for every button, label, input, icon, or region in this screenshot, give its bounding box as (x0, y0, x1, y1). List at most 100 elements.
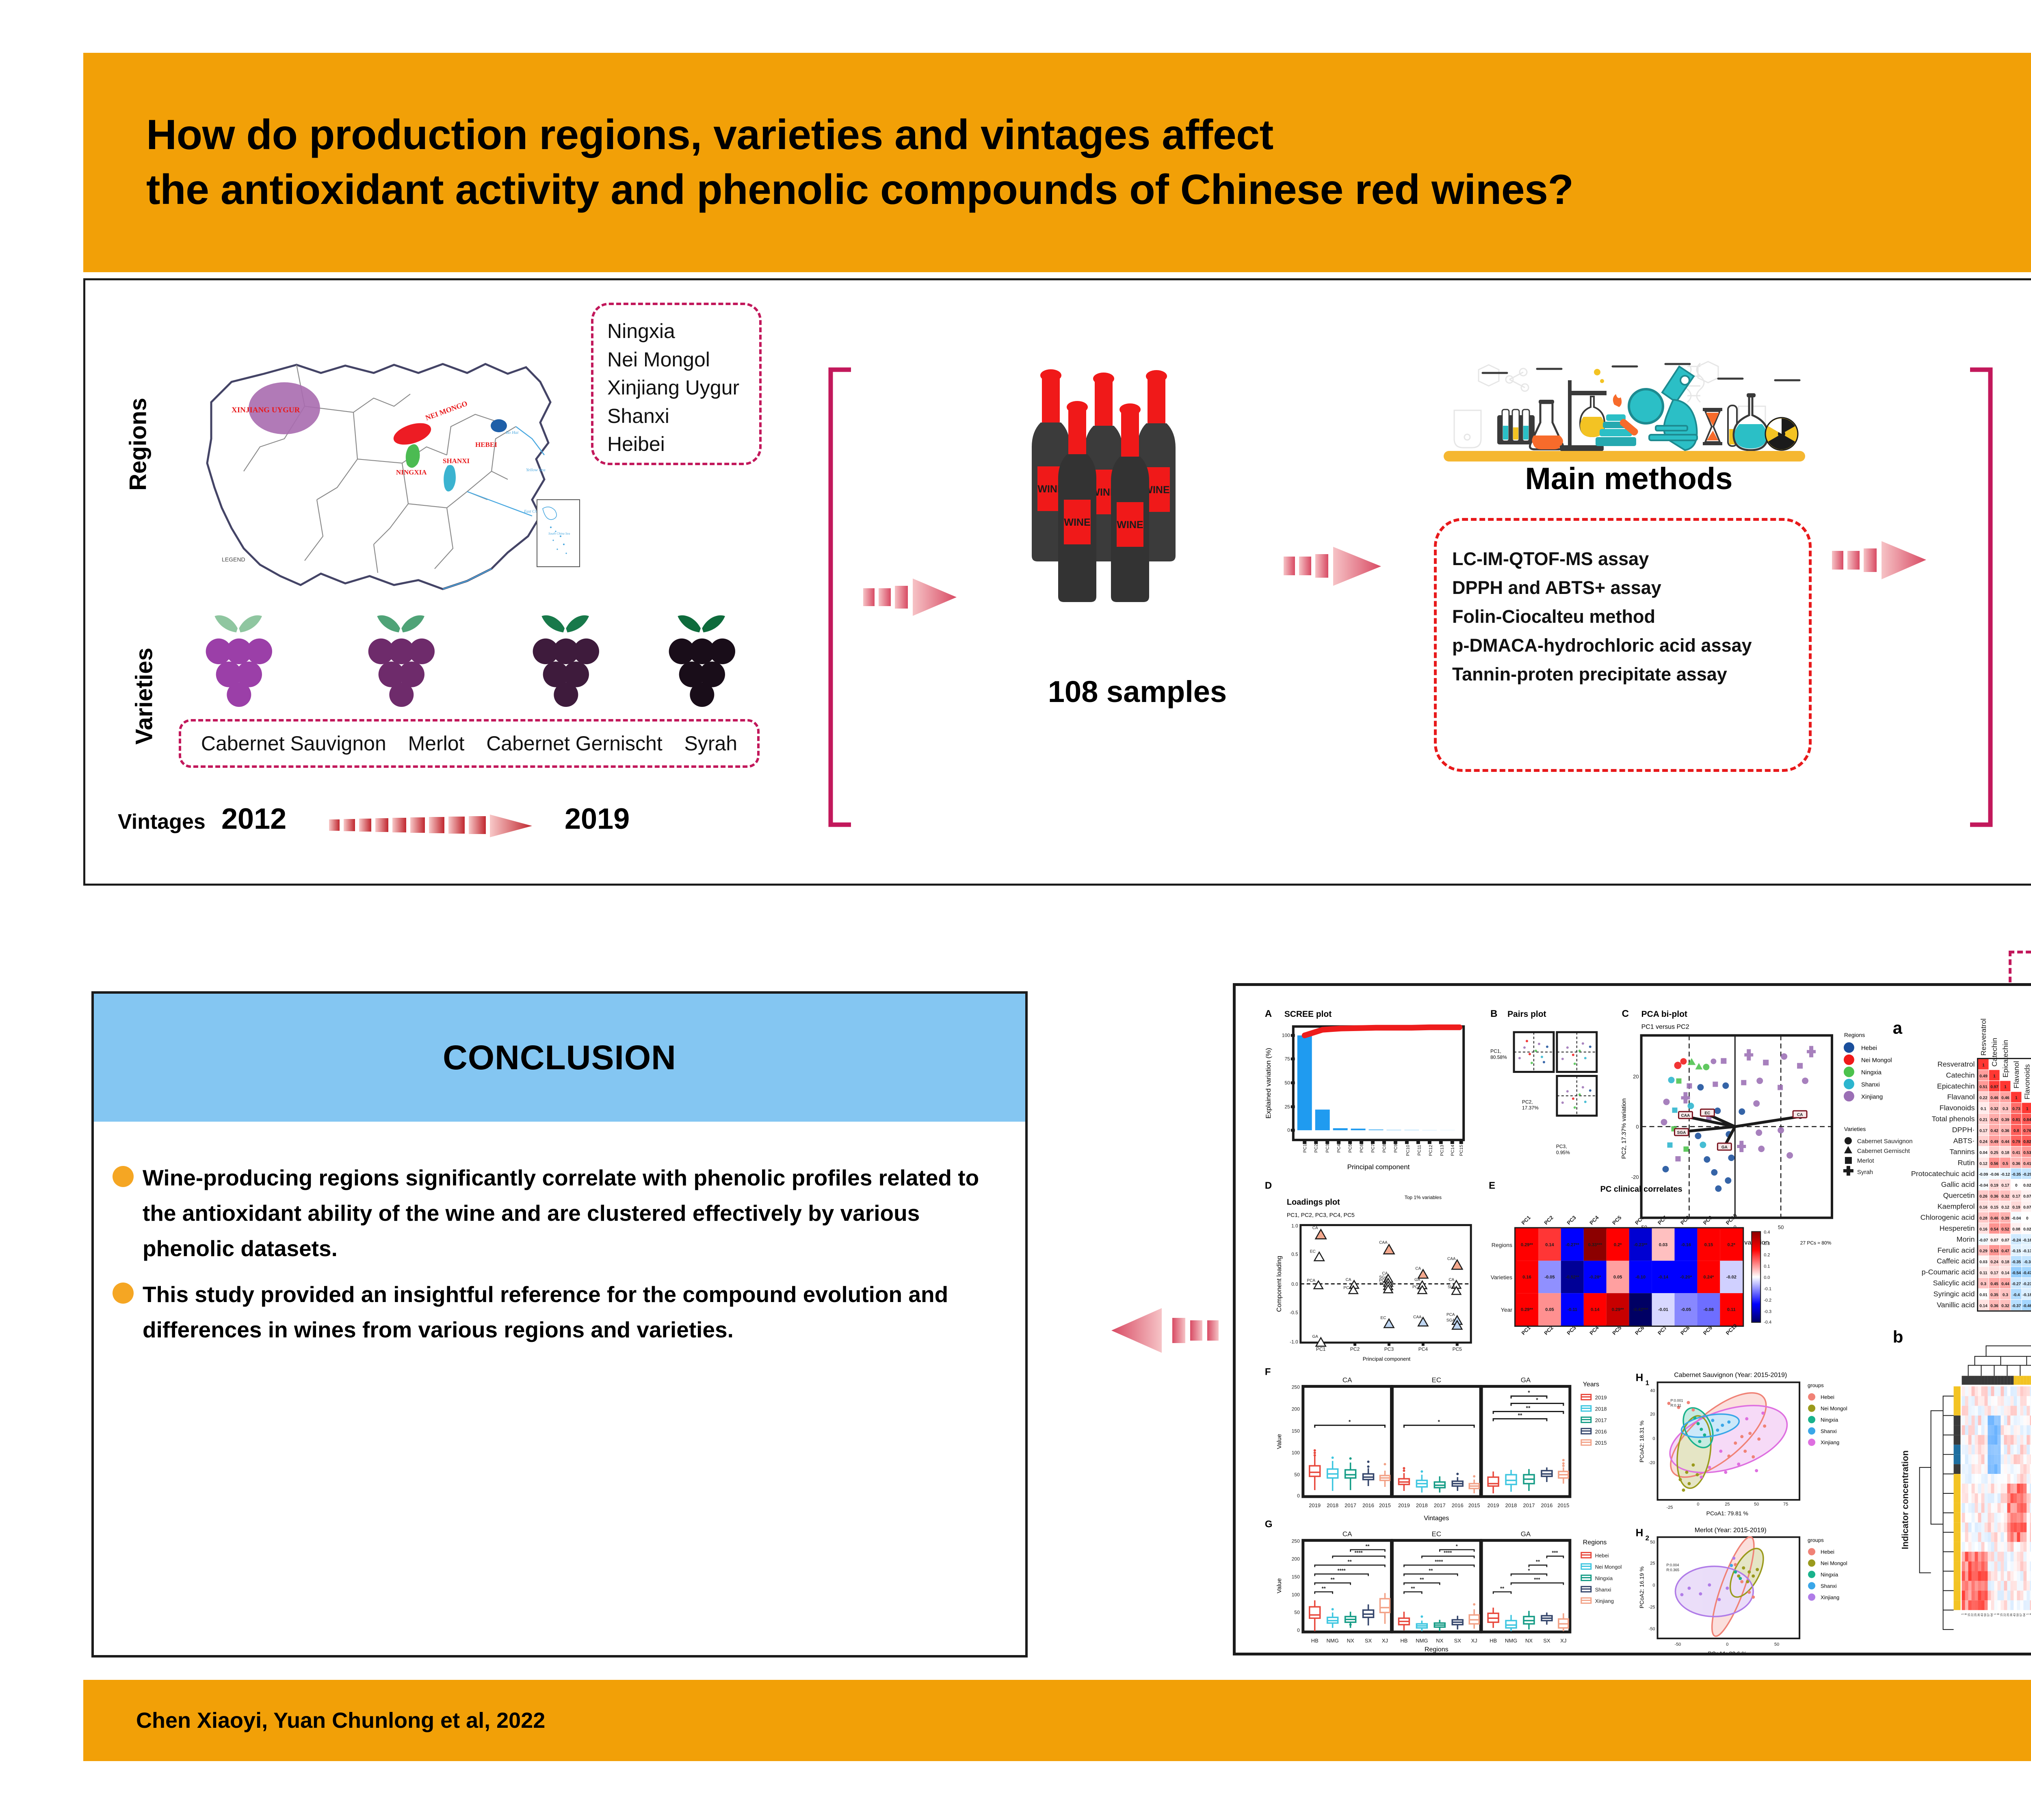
svg-text:1: 1 (1993, 1074, 1996, 1079)
svg-text:XJ: XJ (1560, 1638, 1566, 1644)
svg-text:43: 43 (1981, 1613, 1983, 1616)
svg-text:-1.0: -1.0 (1290, 1339, 1298, 1345)
svg-text:22: 22 (1971, 1613, 1974, 1616)
svg-text:2015: 2015 (1468, 1502, 1480, 1508)
correlation-col-label: Catechin (1990, 1038, 1999, 1067)
svg-text:75: 75 (1783, 1502, 1788, 1507)
svg-text:HB: HB (1490, 1638, 1497, 1644)
clustering-heatmap: ResCAECFlavonoidsFlavanolTotal phenolsDP… (1900, 1345, 2031, 1630)
svg-text:CA: CA (1415, 1266, 1421, 1271)
cluster-row-annotation (1953, 1522, 1961, 1532)
svg-text:0.24: 0.24 (1979, 1140, 1988, 1144)
svg-text:0.53: 0.53 (1990, 1249, 1999, 1254)
svg-text:36: 36 (1977, 1613, 1980, 1616)
svg-text:0.84: 0.84 (2023, 1118, 2031, 1122)
svg-text:0.22: 0.22 (1979, 1096, 1988, 1101)
svg-text:PC4: PC4 (1337, 1144, 1342, 1153)
correlation-row-label: Catechin (1946, 1071, 1975, 1079)
svg-text:-0.12: -0.12 (2001, 1172, 2010, 1177)
svg-text:Explained variation (%): Explained variation (%) (1265, 1048, 1272, 1118)
svg-text:22: 22 (2003, 1613, 2006, 1616)
svg-text:Hebei: Hebei (1861, 1045, 1877, 1052)
svg-text:-0.47: -0.47 (2022, 1271, 2031, 1276)
svg-text:0.11: 0.11 (1727, 1307, 1736, 1312)
svg-text:-0.06: -0.06 (1990, 1172, 1999, 1177)
svg-text:50: 50 (1284, 1080, 1290, 1086)
svg-text:**: ** (1518, 1412, 1522, 1418)
variety-item: Cabernet Sauvignon (201, 732, 386, 755)
svg-text:0.32: 0.32 (2001, 1194, 2009, 1199)
svg-text:-0.14: -0.14 (1658, 1275, 1669, 1280)
svg-text:HB: HB (1311, 1638, 1319, 1644)
svg-text:***: *** (1552, 1550, 1558, 1556)
antioxidant-caption: Antioxidant ability (2015, 524, 2031, 550)
svg-text:0.17: 0.17 (2012, 1194, 2020, 1199)
variety-item: Syrah (684, 732, 738, 755)
svg-text:80.58%: 80.58% (1490, 1055, 1507, 1060)
svg-text:36: 36 (2010, 1613, 2013, 1616)
svg-text:-50: -50 (1675, 1642, 1681, 1647)
cluster-col-annotation (1975, 1376, 1978, 1385)
svg-text:Ningxia: Ningxia (1595, 1575, 1613, 1581)
svg-text:0.35: 0.35 (1990, 1293, 1999, 1298)
svg-text:0.46: 0.46 (1990, 1096, 1999, 1101)
svg-text:PCoA1: 82.6 %: PCoA1: 82.6 % (1708, 1650, 1747, 1653)
svg-text:0.33***: 0.33*** (1588, 1242, 1602, 1247)
map-region-neimongo (393, 423, 431, 445)
svg-text:****: **** (1354, 1550, 1363, 1556)
svg-text:0.97: 0.97 (1990, 1085, 1999, 1090)
svg-text:100: 100 (1292, 1592, 1300, 1597)
svg-text:0.32: 0.32 (2001, 1304, 2009, 1308)
svg-text:groups: groups (1808, 1537, 1824, 1543)
svg-text:0.36: 0.36 (1990, 1194, 1999, 1199)
svg-text:NX: NX (1525, 1638, 1533, 1644)
svg-text:Syrah: Syrah (1857, 1169, 1873, 1176)
svg-text:XJ: XJ (1382, 1638, 1388, 1644)
svg-text:-0.01: -0.01 (1658, 1307, 1668, 1312)
svg-text:-0.4: -0.4 (1764, 1320, 1771, 1325)
svg-text:64: 64 (1990, 1613, 1993, 1616)
svg-text:PCoA2: 18.31 %: PCoA2: 18.31 % (1639, 1421, 1645, 1462)
vintage-arrow-icon (329, 815, 532, 837)
region-item: Shanxi (607, 404, 669, 427)
atom-icon (2023, 362, 2031, 524)
correlation-row-label: Rutin (1958, 1159, 1975, 1167)
svg-text:0.14: 0.14 (1979, 1304, 1988, 1308)
svg-text:Varieties: Varieties (1844, 1126, 1866, 1132)
wine-bottle: WINE (1111, 403, 1149, 602)
svg-text:NX: NX (1347, 1638, 1354, 1644)
svg-text:-0.29: -0.29 (2022, 1172, 2031, 1177)
svg-text:1: 1 (1962, 1613, 1964, 1615)
svg-text:PC1, PC2, PC3, PC4, PC5: PC1, PC2, PC3, PC4, PC5 (1287, 1212, 1355, 1218)
cluster-row-annotation (1953, 1396, 1961, 1406)
svg-text:1: 1 (2004, 1085, 2007, 1090)
svg-text:25: 25 (1284, 1104, 1290, 1109)
bottles-to-methods-arrow-icon (1284, 547, 1381, 586)
svg-text:20: 20 (1633, 1073, 1639, 1079)
results-figure-panel: A SCREE plot 0 25 50 75 100 (1233, 983, 2031, 1657)
svg-text:PC clinical correlates: PC clinical correlates (1600, 1185, 1682, 1194)
map-region-hebei (491, 419, 507, 432)
svg-text:-0.23**: -0.23** (1634, 1242, 1648, 1247)
svg-text:0.14: 0.14 (1545, 1242, 1554, 1247)
vintages-label: Vintages (118, 810, 206, 834)
cluster-row-annotation (1953, 1542, 1961, 1552)
cluster-row-annotation (1953, 1474, 1961, 1484)
svg-text:SGA: SGA (1379, 1275, 1388, 1280)
map-inset: South China Sea (537, 499, 580, 567)
svg-text:0.44: 0.44 (2001, 1140, 2009, 1144)
svg-text:*: * (1536, 1397, 1538, 1403)
svg-text:b: b (1893, 1327, 1903, 1346)
svg-text:50: 50 (1754, 1502, 1759, 1507)
svg-text:Principal component: Principal component (1347, 1163, 1410, 1171)
cluster-col-annotation (1991, 1376, 1994, 1385)
svg-text:0.28: 0.28 (1979, 1216, 1988, 1221)
svg-text:GA: GA (1312, 1335, 1319, 1339)
svg-text:PCA: PCA (1446, 1313, 1455, 1317)
svg-text:100: 100 (1282, 1033, 1290, 1038)
svg-text:Top 1% variables: Top 1% variables (1405, 1195, 1442, 1200)
svg-text:SX: SX (1543, 1638, 1550, 1644)
svg-text:PCA: PCA (1343, 1286, 1352, 1290)
cluster-row-annotation (1953, 1406, 1961, 1416)
svg-text:0.41: 0.41 (2023, 1161, 2031, 1166)
